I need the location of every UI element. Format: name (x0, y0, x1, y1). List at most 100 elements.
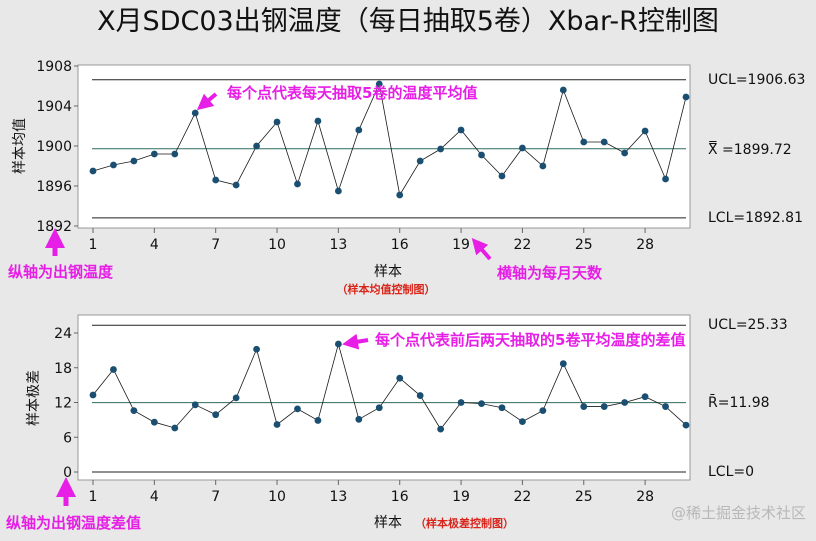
xbar-x-label: 样本 (374, 264, 402, 280)
xbar-yaxis-annotation: 纵轴为出钢温度 (8, 263, 114, 281)
data-point (110, 161, 117, 169)
range-ucl-label: UCL=25.33 (708, 317, 788, 333)
data-point (600, 403, 608, 410)
xbar-ucl-label: UCL=1906.63 (708, 72, 805, 88)
data-point (600, 138, 608, 146)
data-point (130, 157, 138, 165)
data-point (559, 360, 567, 368)
range-x-axis: 1 4 7 10 13 16 19 22 25 28 (89, 480, 654, 505)
x-tick-label: 25 (575, 237, 593, 253)
xbar-y-label: 样本均值 (12, 118, 28, 174)
xbar-subtitle: （样本均值控制图） (337, 282, 436, 296)
x-tick-label: 13 (329, 489, 347, 505)
data-point (150, 150, 158, 158)
x-tick-label: 7 (211, 489, 220, 505)
range-lcl-label: LCL=0 (708, 464, 754, 480)
y-tick-label: 1900 (36, 139, 72, 155)
y-tick-label: 1904 (36, 99, 72, 115)
data-point (539, 407, 547, 415)
data-point (171, 424, 179, 432)
data-point (662, 403, 669, 410)
x-tick-label: 4 (150, 237, 159, 253)
data-point (232, 394, 240, 402)
range-yaxis-annotation: 纵轴为出钢温度差值 (6, 514, 141, 532)
xbar-xaxis-annotation: 横轴为每月天数 (497, 264, 603, 282)
data-point (355, 415, 363, 423)
xbar-x-axis: 1 4 7 10 13 16 19 22 25 28 (89, 228, 654, 253)
data-point (478, 400, 485, 408)
x-tick-label: 13 (329, 237, 347, 253)
x-tick-label: 7 (211, 237, 220, 253)
annotation-arrow-icon (342, 333, 369, 350)
data-point (273, 421, 281, 428)
data-point (212, 176, 220, 184)
range-plot-area (77, 314, 691, 481)
y-tick-label: 1896 (36, 179, 72, 195)
data-point (437, 425, 445, 433)
y-tick-label: 24 (54, 326, 72, 342)
data-point (294, 180, 301, 188)
data-point (232, 181, 240, 189)
range-subtitle: （样本极差控制图） (415, 516, 514, 530)
data-point (314, 417, 322, 424)
range-y-label: 样本极差 (26, 370, 42, 426)
data-point (416, 392, 424, 399)
data-point (478, 151, 485, 159)
data-point (662, 175, 669, 183)
data-point (130, 407, 138, 415)
xbar-y-axis: 1892 1896 1900 1904 1908 (36, 59, 78, 235)
x-tick-label: 16 (391, 237, 409, 253)
data-point (89, 391, 97, 399)
data-point (437, 145, 445, 153)
x-tick-label: 28 (636, 489, 654, 505)
y-tick-label: 12 (54, 396, 72, 412)
data-point (110, 366, 117, 373)
y-tick-label: 1892 (36, 219, 72, 235)
xbar-chart: 1892 1896 1900 1904 1908 1 4 7 10 13 16 19 22 25 28 样… (8, 59, 805, 296)
xbar-series-markers (89, 80, 690, 199)
chart-title: X月SDC03出钢温度（每日抽取5卷）Xbar-R控制图 (97, 6, 719, 37)
watermark: @稀土掘金技术社区 (671, 504, 806, 522)
data-point (375, 80, 383, 88)
annotation-arrow-icon (196, 92, 218, 111)
y-tick-label: 1908 (36, 59, 72, 75)
data-point (682, 421, 690, 429)
data-point (273, 118, 281, 126)
data-point (191, 109, 199, 117)
xbar-plot-area (77, 64, 691, 229)
x-tick-label: 16 (391, 489, 409, 505)
y-tick-label: 18 (54, 361, 72, 377)
x-tick-label: 1 (89, 489, 98, 505)
data-point (150, 418, 158, 426)
data-point (621, 399, 629, 406)
xbar-point-annotation: 每个点代表每天抽取5卷的温度平均值 (227, 84, 477, 102)
range-series-line (92, 342, 687, 430)
x-tick-label: 10 (268, 489, 286, 505)
data-point (396, 191, 404, 199)
data-point (498, 404, 506, 412)
data-point (396, 374, 404, 382)
data-point (457, 126, 465, 134)
data-point (539, 162, 547, 170)
x-tick-label: 28 (636, 237, 654, 253)
data-point (641, 393, 649, 401)
data-point (621, 149, 629, 157)
x-tick-label: 25 (575, 489, 593, 505)
x-tick-label: 1 (89, 237, 98, 253)
data-point (580, 403, 588, 410)
data-point (580, 138, 588, 146)
data-point (682, 93, 690, 101)
x-tick-label: 19 (452, 489, 470, 505)
data-point (641, 127, 649, 135)
data-point (314, 117, 322, 125)
range-x-label: 样本 (374, 515, 402, 531)
data-point (334, 340, 342, 348)
range-center-label: R̄=11.98 (708, 393, 770, 411)
data-point (253, 345, 260, 353)
range-chart: 0 6 12 18 24 1 4 7 10 13 16 19 22 25 28 样本极差 样本 （样本极差… (6, 314, 788, 532)
x-tick-label: 22 (513, 237, 531, 253)
data-point (519, 144, 526, 152)
x-tick-label: 4 (150, 489, 159, 505)
data-point (294, 405, 301, 413)
